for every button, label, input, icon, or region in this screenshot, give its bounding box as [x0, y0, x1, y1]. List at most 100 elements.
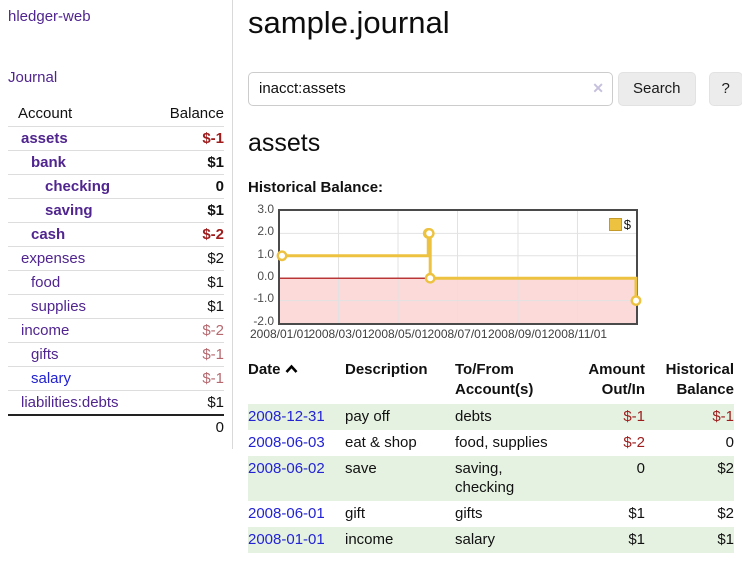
account-row: gifts $-1 [8, 342, 224, 366]
transaction-date-link-cell: 2008-06-02 [248, 456, 345, 502]
transaction-description-cell: pay off [345, 407, 390, 425]
register-header-accounts: To/From Account(s) [455, 360, 534, 398]
chart-x-axis: 2008/01/01 2008/03/01 2008/05/01 2008/07/01… [250, 325, 636, 343]
transaction-description-cell: save [345, 459, 377, 477]
data-point-marker [423, 227, 435, 239]
sidebar-item-journal[interactable]: Journal [8, 69, 58, 86]
transaction-description-cell: eat & shop [345, 433, 417, 451]
main-content: sample.journal ✕ Search ? assets Histori… [233, 0, 742, 554]
register-header-row: Date Description To/From Account(s) Amou… [248, 358, 734, 404]
chart-heading: Historical Balance: [248, 178, 384, 196]
register-header-description: Description [345, 360, 428, 378]
register-header-date[interactable]: Date [248, 358, 345, 404]
sidebar-account-link[interactable]: assets [21, 130, 68, 147]
transaction-balance-cell: 0 [725, 433, 734, 451]
account-row: expenses $2 [8, 246, 224, 270]
transaction-balance-cell: $1 [717, 531, 734, 549]
account-row: supplies $1 [8, 294, 224, 318]
transaction-date-link[interactable]: 2008-06-01 [248, 505, 325, 523]
transaction-date-link-cell: 2008-06-01 [248, 501, 345, 527]
transaction-date-link[interactable]: 2008-06-02 [248, 459, 325, 477]
transaction-accounts-cell: gifts [455, 505, 483, 523]
transaction-balance-cell: $-1 [712, 407, 734, 425]
chart-canvas [276, 210, 642, 323]
historical-balance-chart: $ 3.0 2.0 1.0 0.0 -1.0 -2.0 2008/01/01 2008/03… [250, 202, 658, 343]
search-button[interactable]: Search [618, 71, 696, 106]
account-balance: $1 [207, 202, 224, 219]
search-bar: ✕ Search ? [248, 71, 742, 106]
account-row: checking 0 [8, 174, 224, 198]
transaction-date-link-cell: 2008-01-01 [248, 527, 345, 553]
chevron-up-icon [285, 360, 298, 380]
account-balance: $-2 [202, 226, 224, 243]
x-axis-tick-label: 2008/01/01 [249, 326, 311, 341]
sidebar-account-link[interactable]: expenses [21, 250, 86, 267]
account-balance: $1 [207, 154, 224, 171]
app-brand-link[interactable]: hledger-web [8, 8, 91, 25]
register-row: 2008-01-01 income salary $1 $1 [248, 527, 734, 554]
accounts-table: Account Balance assets $-1 bank $1 checking 0… [8, 101, 224, 439]
transaction-accounts-cell: salary [455, 531, 496, 549]
transaction-amount-cell: $-2 [623, 433, 645, 451]
transaction-amount-cell: $-1 [623, 407, 645, 425]
legend-label: $ [623, 216, 631, 232]
transaction-description-cell: gift [345, 505, 366, 523]
account-balance: $1 [207, 298, 224, 315]
data-point-marker [276, 250, 288, 261]
sidebar-account-link[interactable]: cash [31, 226, 66, 243]
data-point-marker [630, 294, 642, 306]
account-balance: $1 [207, 394, 224, 411]
x-axis-tick-label: 2008/03/01 [308, 326, 369, 341]
accounts-rows: assets $-1 bank $1 checking 0 saving $1 cash $-2 e… [8, 126, 224, 414]
sidebar-account-link[interactable]: liabilities:debts [21, 394, 119, 411]
transaction-date-link[interactable]: 2008-06-03 [248, 433, 325, 451]
sidebar-account-link[interactable]: gifts [31, 346, 59, 363]
sidebar-account-link[interactable]: checking [45, 178, 111, 195]
account-balance: $-1 [202, 130, 224, 147]
account-row: bank $1 [8, 150, 224, 174]
chart-legend: $ [606, 215, 633, 233]
account-balance: $1 [207, 274, 224, 291]
transaction-date-link-cell: 2008-06-03 [248, 430, 345, 456]
y-axis-tick-label: 3.0 [257, 201, 274, 216]
search-input[interactable] [248, 71, 613, 106]
register-table: Date Description To/From Account(s) Amou… [248, 358, 734, 554]
sidebar: hledger-web Journal Account Balance asse… [0, 0, 233, 449]
register-header-amount: Amount Out/In [588, 360, 645, 398]
sidebar-account-link[interactable]: food [31, 274, 61, 291]
x-axis-tick-label: 2008/05/01 [367, 326, 429, 341]
transaction-accounts-cell: food, supplies [455, 433, 548, 451]
legend-swatch [608, 217, 622, 231]
register-row: 2008-12-31 pay off debts $-1 $-1 [248, 403, 734, 430]
accounts-header-balance: Balance [169, 105, 224, 122]
account-balance: 0 [215, 178, 224, 195]
transaction-date-link[interactable]: 2008-12-31 [248, 407, 325, 425]
transaction-description-cell: income [345, 531, 394, 549]
sidebar-account-link[interactable]: income [21, 322, 70, 339]
account-row: assets $-1 [8, 126, 224, 150]
transaction-accounts-cell: saving, checking [455, 459, 515, 497]
account-balance: $-1 [202, 370, 224, 387]
transaction-amount-cell: $1 [628, 531, 645, 549]
transaction-amount-cell: $1 [628, 505, 645, 523]
y-axis-tick-label: -1.0 [253, 291, 274, 306]
sidebar-account-link[interactable]: salary [31, 370, 72, 387]
data-point-marker [424, 272, 436, 284]
accounts-total-value: 0 [215, 419, 224, 436]
clear-x-icon[interactable]: ✕ [592, 79, 604, 96]
help-button[interactable]: ? [708, 71, 742, 106]
sidebar-account-link[interactable]: bank [31, 154, 67, 171]
sidebar-account-link[interactable]: saving [45, 202, 93, 219]
transaction-date-link[interactable]: 2008-01-01 [248, 531, 325, 549]
account-balance: $2 [207, 250, 224, 267]
accounts-header-account: Account [18, 105, 73, 122]
transaction-balance-cell: $2 [717, 505, 734, 523]
register-row: 2008-06-01 gift gifts $1 $2 [248, 501, 734, 527]
account-row: income $-2 [8, 318, 224, 342]
account-heading: assets [248, 128, 321, 157]
account-row: liabilities:debts $1 [8, 390, 224, 414]
sidebar-account-link[interactable]: supplies [31, 298, 87, 315]
transaction-amount-cell: 0 [636, 459, 645, 477]
x-axis-tick-label: 2008/09/01 [487, 326, 548, 341]
chart-plot: $ 3.0 2.0 1.0 0.0 -1.0 -2.0 [253, 202, 642, 328]
